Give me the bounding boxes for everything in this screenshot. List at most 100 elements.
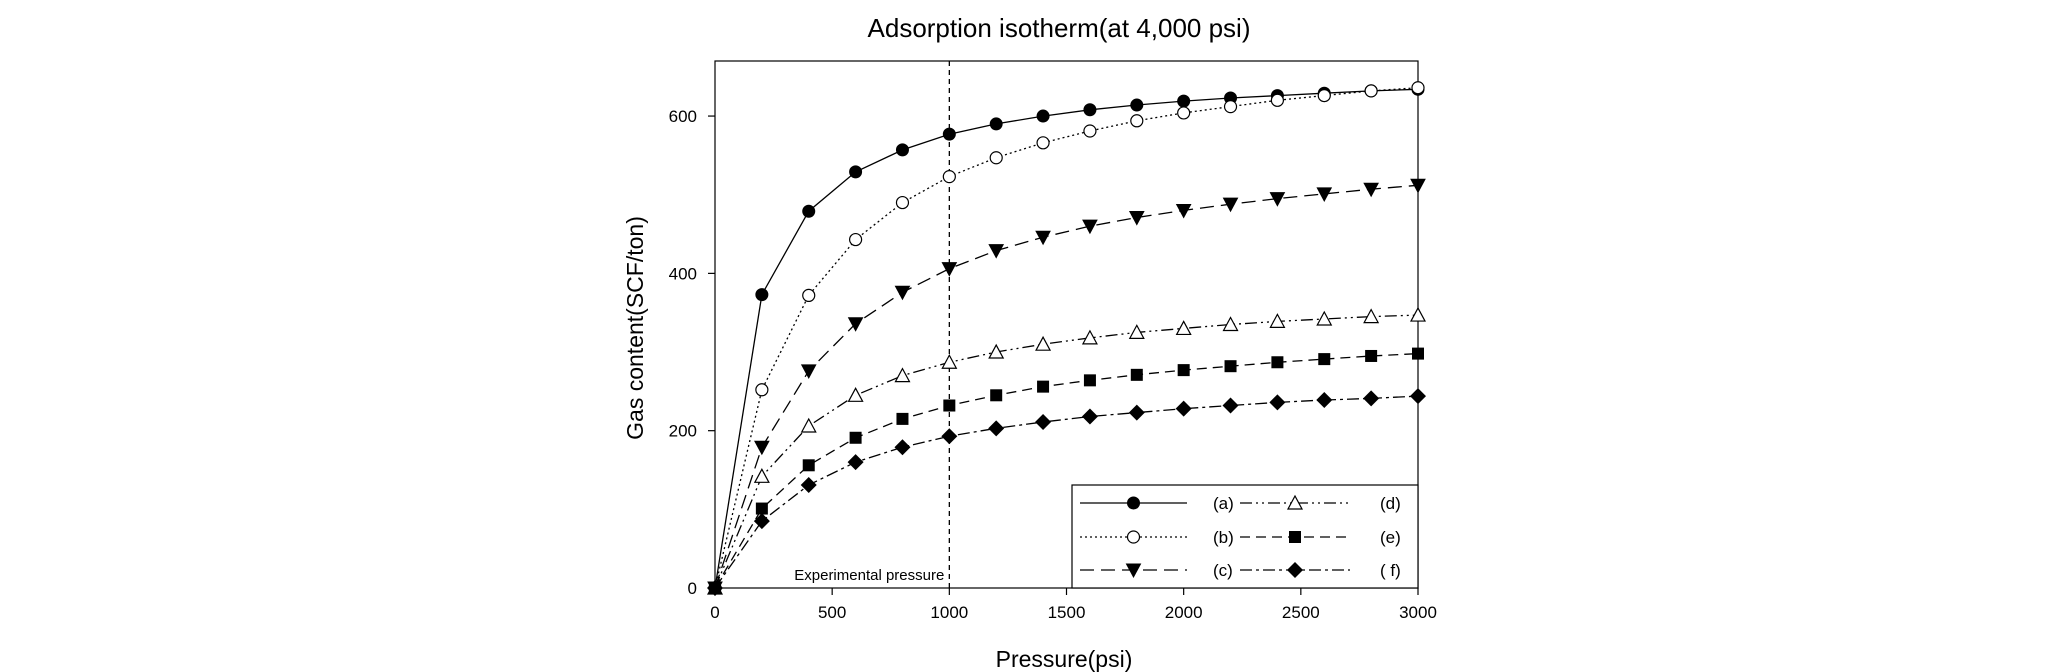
legend-label: (d) <box>1380 494 1401 513</box>
legend-label: ( f) <box>1380 561 1401 580</box>
data-point <box>894 367 911 383</box>
x-tick-label: 3000 <box>1399 603 1437 622</box>
data-point <box>1083 103 1097 117</box>
data-point <box>755 288 769 302</box>
data-point <box>1175 203 1192 219</box>
data-point <box>707 580 723 596</box>
data-point <box>1036 136 1050 150</box>
data-point <box>849 431 862 444</box>
data-point <box>1318 353 1331 366</box>
data-point <box>849 165 863 179</box>
data-point <box>989 151 1003 165</box>
series-line <box>714 88 1419 589</box>
data-point <box>800 417 817 433</box>
data-point <box>1081 408 1098 425</box>
data-point <box>941 353 958 369</box>
legend-marker <box>1286 494 1304 510</box>
data-point <box>1410 388 1426 405</box>
data-point <box>1363 308 1380 324</box>
data-point <box>1128 404 1145 421</box>
data-point <box>800 364 817 379</box>
data-point <box>1269 192 1286 207</box>
x-axis-label: Pressure(psi) <box>996 646 1133 672</box>
data-point <box>941 428 958 445</box>
data-point <box>1128 211 1145 226</box>
data-point <box>1269 394 1286 411</box>
data-point <box>1175 400 1192 417</box>
data-point <box>1083 124 1097 138</box>
data-point <box>1365 349 1378 362</box>
data-point <box>1035 230 1051 246</box>
data-point <box>988 244 1005 259</box>
data-point <box>988 420 1005 437</box>
data-point <box>1177 94 1191 108</box>
series-5 <box>709 347 1424 594</box>
data-point <box>1128 324 1145 339</box>
data-point <box>847 454 864 471</box>
data-point <box>1411 81 1425 95</box>
data-point <box>1082 219 1098 235</box>
data-point <box>1175 320 1192 336</box>
data-point <box>1130 368 1143 381</box>
data-point <box>1363 390 1380 407</box>
data-point <box>942 170 956 184</box>
data-point <box>1222 197 1239 213</box>
data-point <box>988 343 1005 359</box>
legend-label: (a) <box>1213 494 1234 513</box>
series-line <box>714 87 1419 589</box>
data-point <box>1130 98 1144 112</box>
legend-marker <box>1287 562 1303 578</box>
x-tick-label: 1500 <box>1048 603 1086 622</box>
data-point <box>1317 89 1331 103</box>
data-point <box>1177 106 1191 120</box>
series-6 <box>707 388 1426 596</box>
legend-marker <box>1125 563 1142 579</box>
data-point <box>1177 364 1190 377</box>
chart-title: Adsorption isotherm(at 4,000 psi) <box>868 13 1251 43</box>
data-point <box>755 502 768 515</box>
x-tick-label: 2000 <box>1165 603 1203 622</box>
data-point <box>1316 187 1333 202</box>
data-point <box>847 387 864 402</box>
series-line <box>714 314 1419 589</box>
data-point <box>1410 178 1426 194</box>
y-tick-label: 200 <box>669 422 697 441</box>
plot-area: 0 500 1000 1500 2000 2500 3000 0 200 400 600 Experi… <box>669 60 1437 622</box>
data-point <box>847 317 864 332</box>
data-point <box>848 232 863 247</box>
x-tick-label: 2500 <box>1282 603 1320 622</box>
series-line <box>714 352 1419 589</box>
data-point <box>1083 374 1096 387</box>
series-2 <box>708 81 1425 595</box>
legend-label: (e) <box>1380 528 1401 547</box>
legend-marker <box>1126 530 1141 544</box>
data-point <box>1130 114 1144 128</box>
experimental-pressure-label: Experimental pressure <box>794 567 944 584</box>
data-point <box>802 288 816 302</box>
data-point <box>989 117 1003 131</box>
data-point <box>1363 182 1379 198</box>
data-point <box>1081 329 1098 345</box>
data-point <box>1316 392 1333 409</box>
data-point <box>1364 84 1378 98</box>
legend-label: (c) <box>1213 561 1233 580</box>
y-tick-label: 0 <box>688 579 697 598</box>
data-point <box>941 262 958 277</box>
y-tick-label: 400 <box>669 264 697 283</box>
data-point <box>1412 347 1424 360</box>
data-point <box>755 383 769 397</box>
x-tick-label: 1000 <box>930 603 968 622</box>
x-tick-label: 0 <box>710 603 719 622</box>
data-point <box>800 476 817 493</box>
data-point <box>1037 380 1050 393</box>
data-point <box>1223 100 1238 114</box>
legend-marker <box>1127 496 1140 510</box>
data-point <box>895 195 910 210</box>
data-point <box>753 513 770 530</box>
legend: (a) (b) (c) (d) (e) ( f) <box>1071 484 1419 589</box>
data-point <box>1035 414 1052 431</box>
y-axis-label: Gas content(SCF/ton) <box>622 216 648 440</box>
data-point <box>1271 356 1284 369</box>
data-point <box>895 143 909 157</box>
